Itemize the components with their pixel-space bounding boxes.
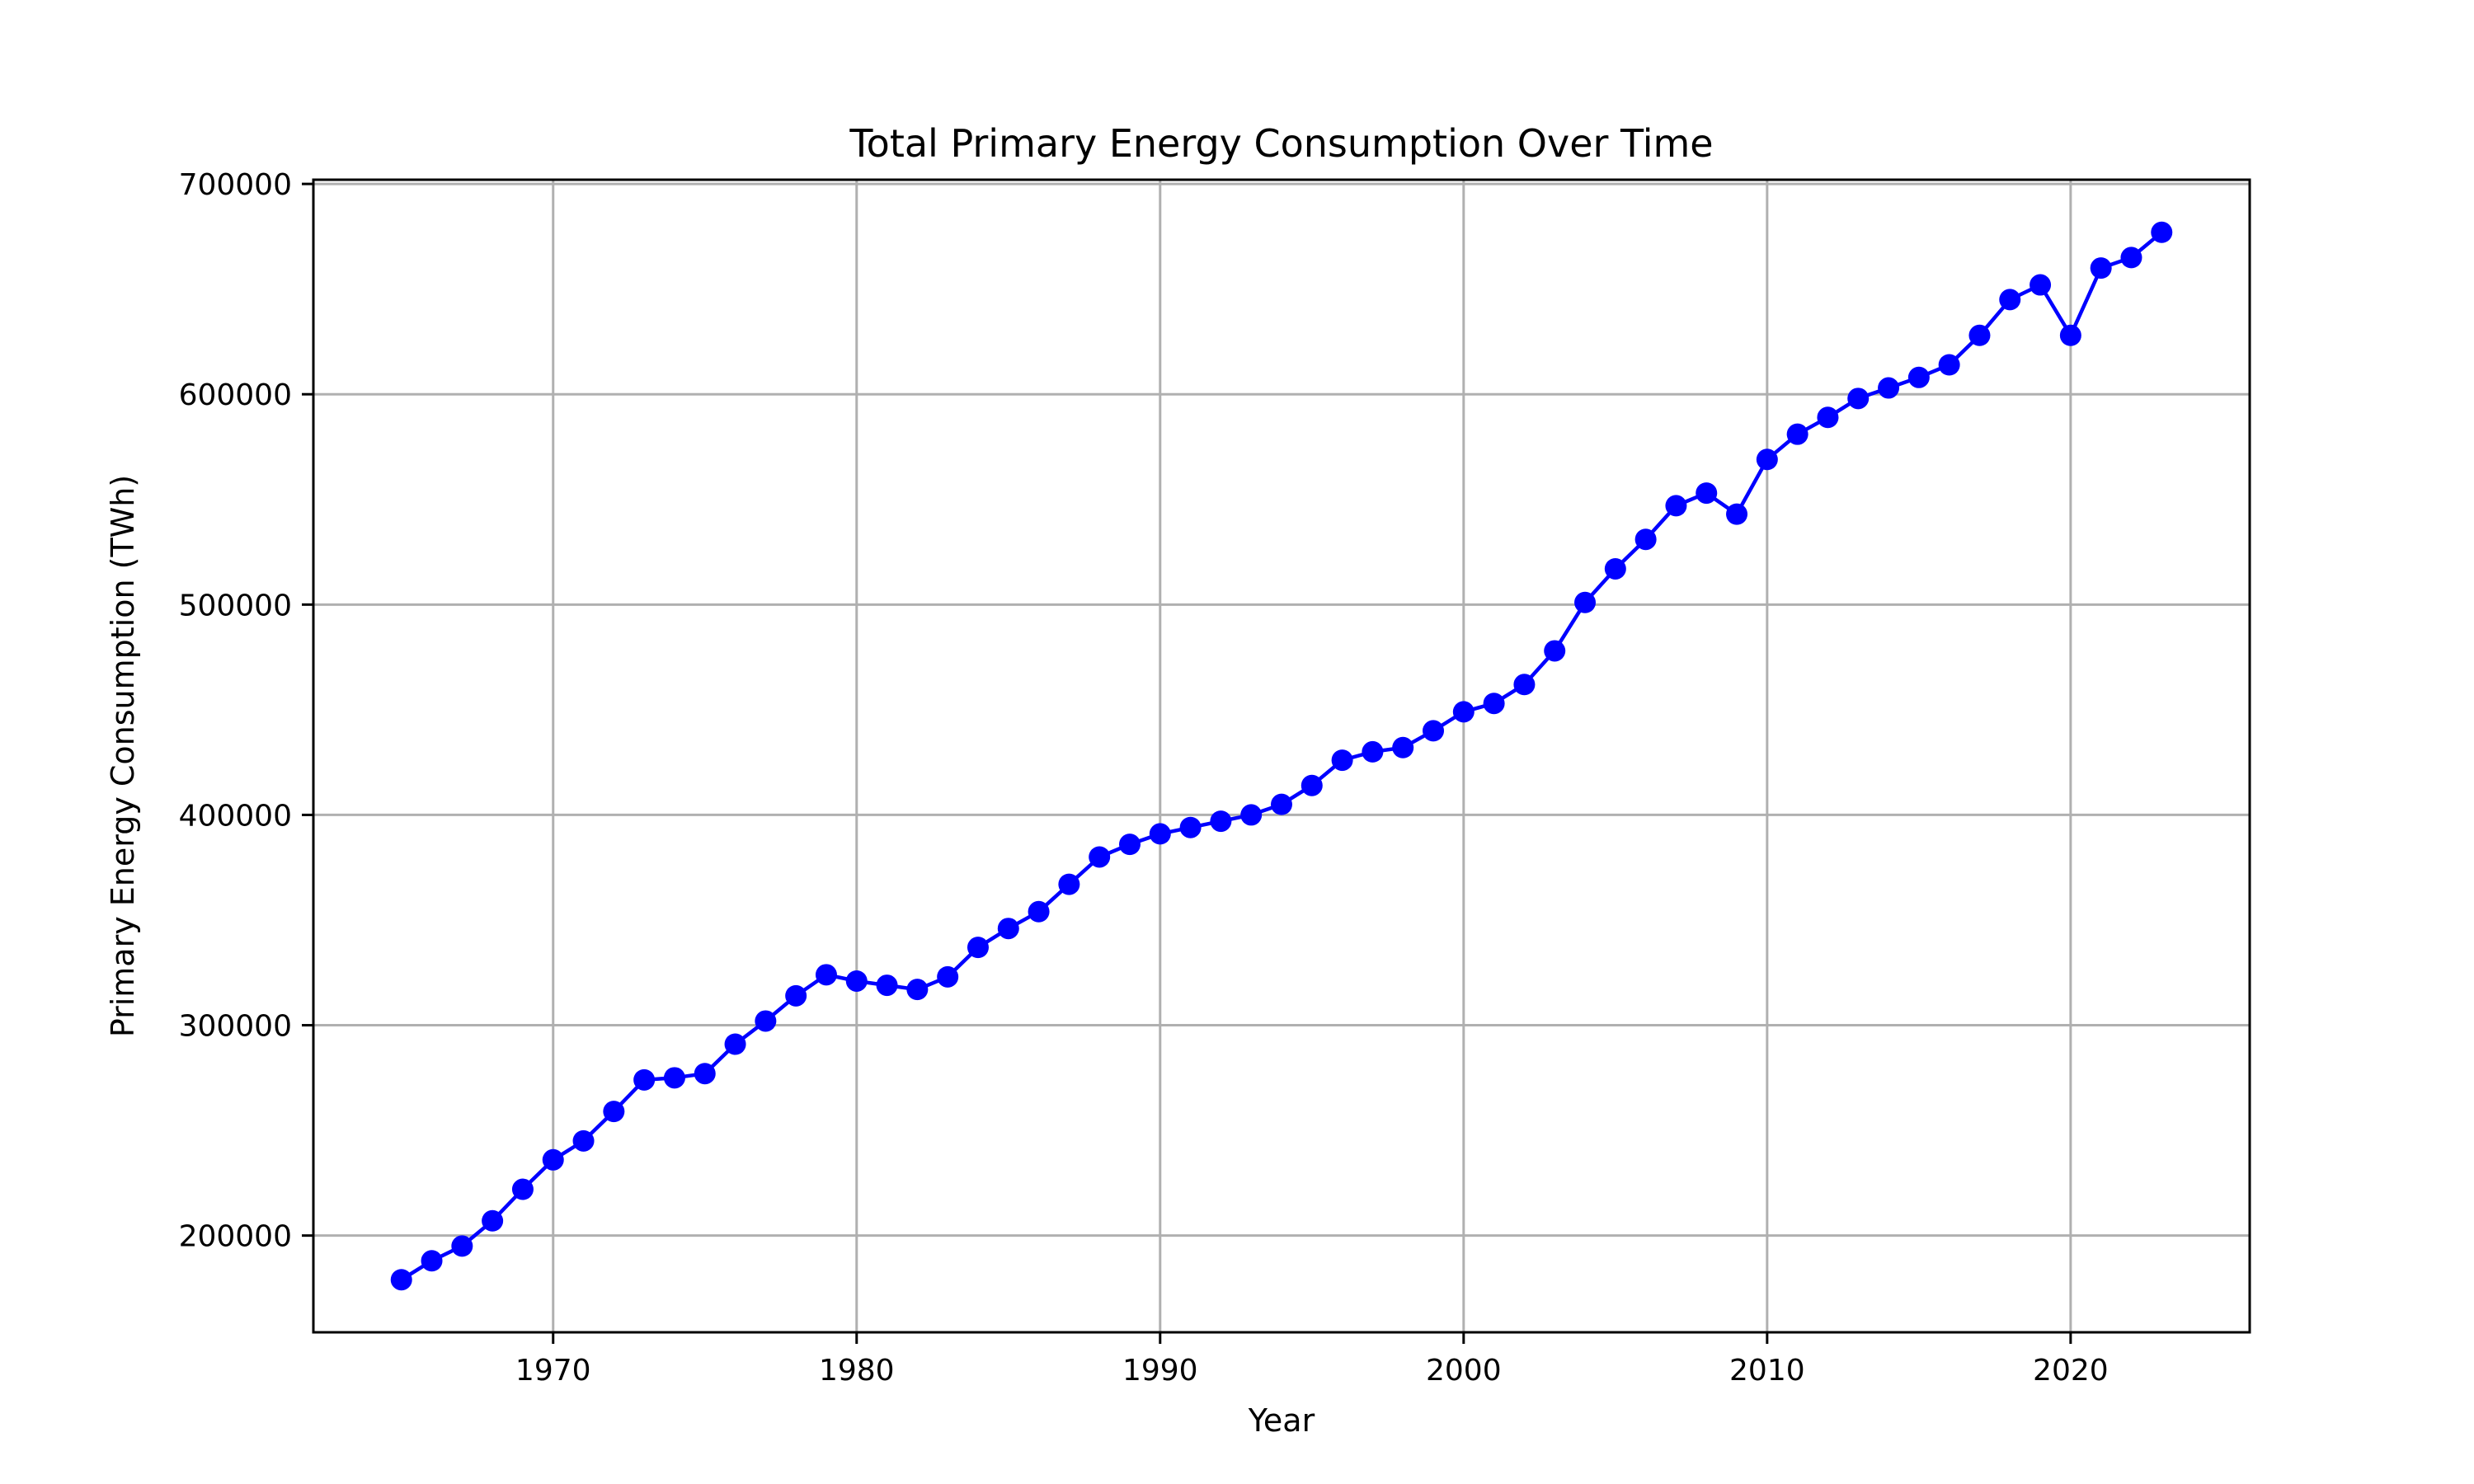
series-layer: [390, 221, 2173, 1291]
data-point: [482, 1209, 504, 1232]
data-point: [1544, 640, 1566, 662]
data-point: [1240, 804, 1263, 826]
data-point: [2120, 247, 2142, 269]
data-point: [785, 984, 807, 1007]
data-point: [421, 1250, 443, 1272]
data-point: [1028, 900, 1050, 923]
data-point: [755, 1010, 777, 1032]
data-point: [633, 1068, 656, 1091]
data-point: [997, 918, 1019, 940]
data-point: [1149, 823, 1171, 845]
data-point: [1210, 810, 1232, 833]
x-tick-label: 1970: [515, 1354, 591, 1388]
x-tick-label: 1990: [1122, 1354, 1198, 1388]
y-tick-label: 400000: [179, 799, 292, 833]
data-point: [694, 1063, 716, 1085]
data-point: [815, 964, 837, 986]
data-point: [1604, 557, 1626, 580]
data-point: [1968, 324, 1991, 346]
data-point: [451, 1235, 473, 1257]
data-point: [1574, 591, 1597, 613]
data-point: [1786, 423, 1808, 445]
data-point: [1423, 720, 1445, 742]
data-point: [1179, 816, 1202, 838]
y-tick-label: 300000: [179, 1010, 292, 1044]
data-point: [663, 1067, 685, 1089]
x-tick-label: 2010: [1729, 1354, 1805, 1388]
data-point: [603, 1101, 625, 1123]
data-point: [1817, 406, 1839, 429]
x-tick-label: 2020: [2033, 1354, 2109, 1388]
data-point: [845, 970, 868, 992]
data-point: [1118, 834, 1141, 856]
data-point: [1938, 354, 1960, 376]
data-point: [1696, 482, 1718, 505]
data-point: [1331, 749, 1353, 772]
data-point: [390, 1269, 412, 1291]
tick-layer: 1970 1980 1990 2000 2010 2020 200000 300000 4000…: [179, 168, 2109, 1388]
y-tick-label: 700000: [179, 168, 292, 202]
data-point: [1362, 740, 1384, 763]
data-point: [1665, 495, 1687, 517]
data-point: [937, 965, 959, 988]
x-tick-label: 2000: [1426, 1354, 1502, 1388]
data-point: [1999, 289, 2021, 311]
data-point: [1756, 448, 1778, 471]
data-point: [876, 974, 898, 997]
data-point: [1878, 377, 1900, 399]
data-point: [906, 979, 929, 1001]
data-point: [2090, 257, 2112, 279]
data-point: [1847, 387, 1870, 410]
x-tick-label: 1980: [819, 1354, 895, 1388]
data-point: [1300, 774, 1323, 796]
x-axis-label: Year: [1248, 1402, 1315, 1439]
data-point: [511, 1178, 534, 1200]
y-axis-label: Primary Energy Consumption (TWh): [105, 475, 141, 1037]
y-tick-label: 200000: [179, 1220, 292, 1254]
data-point: [1392, 736, 1414, 758]
data-point: [2151, 221, 2173, 243]
data-point: [1513, 674, 1536, 696]
data-point: [1452, 701, 1475, 723]
y-tick-label: 500000: [179, 589, 292, 622]
data-point: [1726, 503, 1748, 525]
data-point: [1089, 846, 1111, 868]
data-point: [542, 1148, 564, 1171]
plot-frame: [312, 178, 2251, 1334]
data-point: [1634, 528, 1657, 551]
data-point: [967, 937, 989, 959]
y-tick-label: 600000: [179, 378, 292, 412]
data-point: [2030, 274, 2052, 296]
chart-title: Total Primary Energy Consumption Over Ti…: [849, 121, 1713, 166]
data-point: [1907, 366, 1930, 388]
data-point: [1058, 873, 1080, 895]
data-point: [1483, 693, 1505, 715]
data-point: [2059, 324, 2081, 346]
data-point: [724, 1033, 746, 1055]
data-point: [572, 1129, 595, 1152]
data-point: [1271, 793, 1292, 815]
